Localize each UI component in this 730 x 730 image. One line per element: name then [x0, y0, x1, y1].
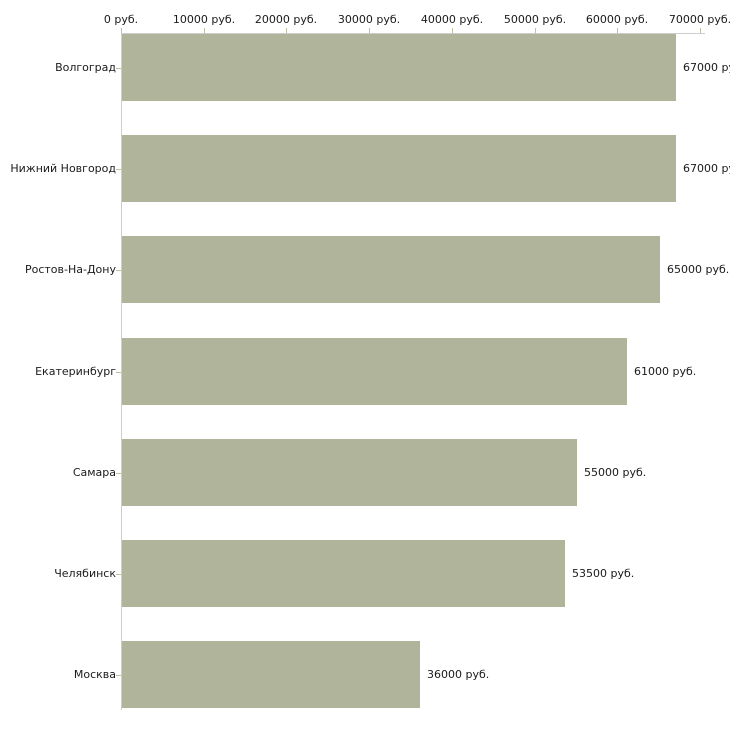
- bar: [122, 540, 565, 607]
- x-axis-tick: [286, 28, 287, 33]
- y-axis-line: [121, 33, 122, 710]
- category-tick: [116, 473, 121, 474]
- x-axis-tick-label: 40000 руб.: [420, 13, 484, 26]
- bar: [122, 236, 660, 303]
- value-label: 36000 руб.: [427, 668, 490, 681]
- category-label: Москва: [73, 668, 116, 681]
- category-label: Нижний Новгород: [10, 162, 116, 175]
- category-tick: [116, 270, 121, 271]
- bar: [122, 439, 577, 506]
- x-axis-tick: [452, 28, 453, 33]
- category-label: Ростов-На-Дону: [24, 263, 116, 276]
- value-label: 53500 руб.: [572, 567, 635, 580]
- x-axis-tick-label: 10000 руб.: [172, 13, 236, 26]
- x-axis-line: [121, 33, 705, 34]
- value-label: 61000 руб.: [634, 365, 697, 378]
- category-label: Екатеринбург: [35, 365, 116, 378]
- x-axis-tick-label: 20000 руб.: [254, 13, 318, 26]
- x-axis-tick: [204, 28, 205, 33]
- value-label: 65000 руб.: [667, 263, 730, 276]
- x-axis-tick-label: 60000 руб.: [585, 13, 649, 26]
- value-label: 67000 руб.: [683, 61, 730, 74]
- category-tick: [116, 169, 121, 170]
- category-label: Челябинск: [54, 567, 116, 580]
- category-tick: [116, 574, 121, 575]
- x-axis-tick-label: 30000 руб.: [337, 13, 401, 26]
- x-axis-tick: [617, 28, 618, 33]
- x-axis-tick-label: 50000 руб.: [503, 13, 567, 26]
- bar: [122, 641, 420, 708]
- bar: [122, 34, 676, 101]
- value-label: 55000 руб.: [584, 466, 647, 479]
- x-axis-tick-label: 0 руб.: [103, 13, 139, 26]
- category-tick: [116, 68, 121, 69]
- category-tick: [116, 675, 121, 676]
- x-axis-tick: [121, 28, 122, 33]
- bar: [122, 338, 627, 405]
- x-axis-tick: [535, 28, 536, 33]
- category-label: Волгоград: [55, 61, 116, 74]
- x-axis-tick: [700, 28, 701, 33]
- value-label: 67000 руб.: [683, 162, 730, 175]
- bar: [122, 135, 676, 202]
- x-axis-tick: [369, 28, 370, 33]
- category-tick: [116, 372, 121, 373]
- category-label: Самара: [72, 466, 116, 479]
- x-axis-tick-label: 70000 руб.: [668, 13, 730, 26]
